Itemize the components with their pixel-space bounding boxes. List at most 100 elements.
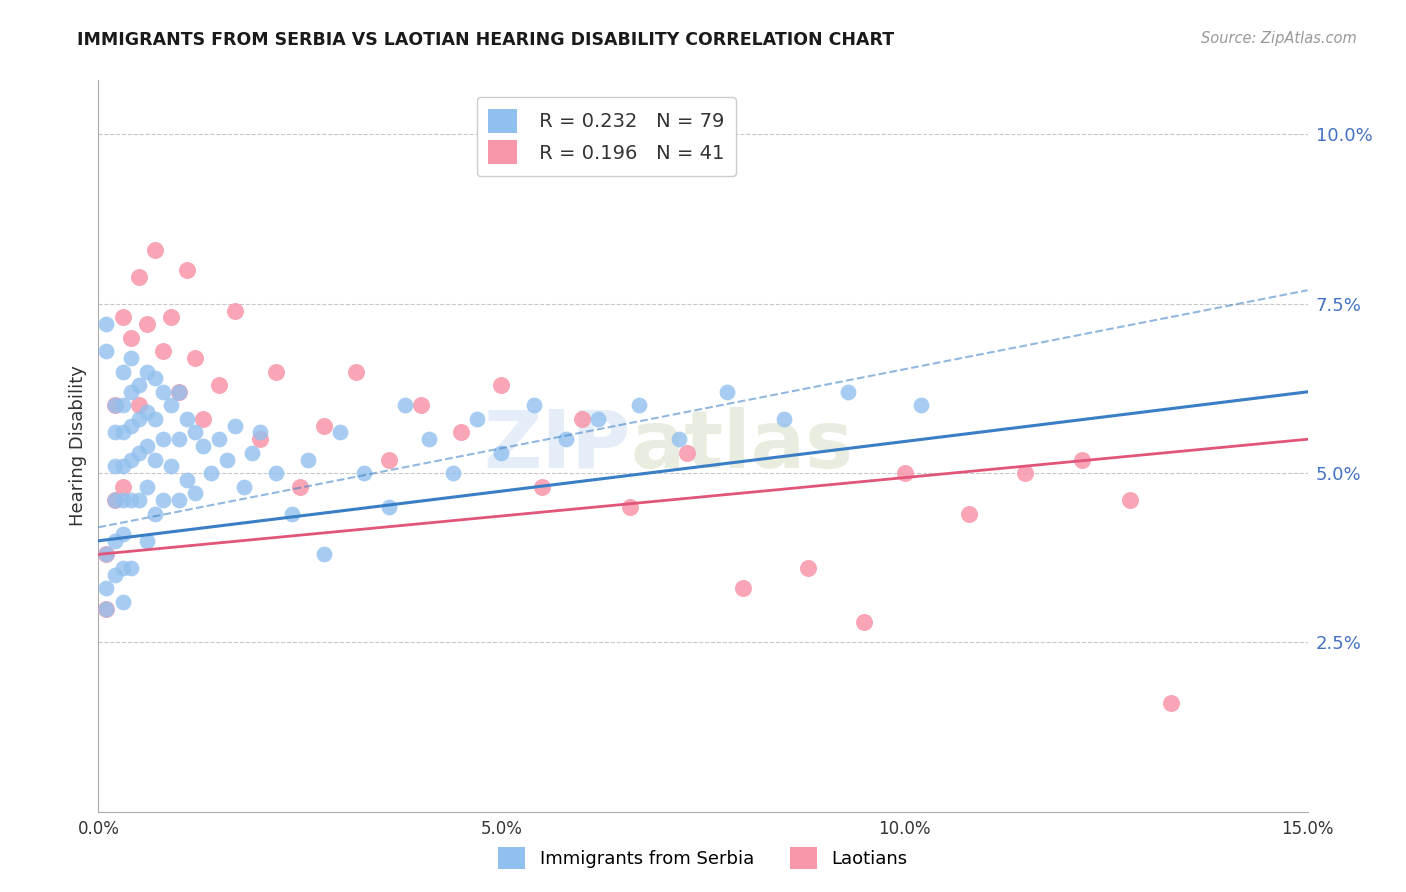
Point — [208, 378, 231, 392]
Point — [143, 243, 166, 257]
Point — [111, 310, 134, 325]
Point — [450, 425, 472, 440]
Point — [530, 480, 553, 494]
Point — [128, 398, 150, 412]
Point — [96, 581, 118, 595]
Point — [160, 310, 183, 325]
Point — [853, 615, 876, 629]
Point — [491, 378, 513, 392]
Point — [96, 317, 118, 331]
Point — [103, 567, 125, 582]
Point — [135, 480, 157, 494]
Point — [152, 493, 174, 508]
Point — [96, 344, 118, 359]
Point — [668, 432, 690, 446]
Point — [465, 412, 488, 426]
Point — [128, 412, 150, 426]
Point — [184, 351, 207, 365]
Point — [176, 473, 198, 487]
Point — [893, 466, 915, 480]
Point — [232, 480, 254, 494]
Point — [409, 398, 432, 412]
Point — [733, 581, 755, 595]
Point — [152, 384, 174, 399]
Point — [160, 459, 183, 474]
Point — [264, 466, 287, 480]
Point — [555, 432, 578, 446]
Point — [1014, 466, 1036, 480]
Point — [571, 412, 593, 426]
Point — [418, 432, 440, 446]
Point — [96, 601, 118, 615]
Point — [377, 452, 399, 467]
Legend:  R = 0.232   N = 79,  R = 0.196   N = 41: R = 0.232 N = 79, R = 0.196 N = 41 — [477, 97, 735, 176]
Point — [249, 432, 271, 446]
Point — [96, 547, 118, 561]
Text: atlas: atlas — [630, 407, 853, 485]
Point — [111, 493, 134, 508]
Point — [176, 412, 198, 426]
Point — [120, 493, 142, 508]
Point — [120, 384, 142, 399]
Point — [143, 452, 166, 467]
Point — [957, 507, 980, 521]
Point — [96, 547, 118, 561]
Point — [167, 432, 190, 446]
Point — [111, 459, 134, 474]
Text: Source: ZipAtlas.com: Source: ZipAtlas.com — [1201, 31, 1357, 46]
Point — [1119, 493, 1142, 508]
Point — [676, 446, 699, 460]
Point — [111, 561, 134, 575]
Point — [103, 493, 125, 508]
Point — [249, 425, 271, 440]
Point — [184, 486, 207, 500]
Point — [586, 412, 609, 426]
Point — [120, 452, 142, 467]
Point — [329, 425, 352, 440]
Point — [240, 446, 263, 460]
Point — [111, 595, 134, 609]
Point — [128, 493, 150, 508]
Point — [297, 452, 319, 467]
Point — [167, 493, 190, 508]
Point — [135, 317, 157, 331]
Point — [103, 493, 125, 508]
Point — [200, 466, 222, 480]
Point — [103, 398, 125, 412]
Point — [281, 507, 304, 521]
Point — [103, 533, 125, 548]
Point — [797, 561, 820, 575]
Point — [103, 398, 125, 412]
Point — [111, 527, 134, 541]
Point — [152, 432, 174, 446]
Point — [135, 533, 157, 548]
Point — [143, 412, 166, 426]
Point — [208, 432, 231, 446]
Point — [193, 412, 215, 426]
Point — [344, 364, 367, 378]
Point — [128, 446, 150, 460]
Point — [120, 351, 142, 365]
Point — [627, 398, 650, 412]
Point — [1070, 452, 1092, 467]
Text: IMMIGRANTS FROM SERBIA VS LAOTIAN HEARING DISABILITY CORRELATION CHART: IMMIGRANTS FROM SERBIA VS LAOTIAN HEARIN… — [77, 31, 894, 49]
Point — [264, 364, 287, 378]
Point — [314, 547, 336, 561]
Point — [288, 480, 311, 494]
Point — [394, 398, 416, 412]
Point — [377, 500, 399, 514]
Point — [111, 364, 134, 378]
Point — [96, 601, 118, 615]
Point — [523, 398, 546, 412]
Y-axis label: Hearing Disability: Hearing Disability — [69, 366, 87, 526]
Point — [224, 418, 246, 433]
Point — [128, 269, 150, 284]
Point — [837, 384, 859, 399]
Point — [103, 425, 125, 440]
Point — [716, 384, 738, 399]
Point — [224, 303, 246, 318]
Point — [120, 331, 142, 345]
Point — [111, 425, 134, 440]
Point — [176, 263, 198, 277]
Point — [619, 500, 641, 514]
